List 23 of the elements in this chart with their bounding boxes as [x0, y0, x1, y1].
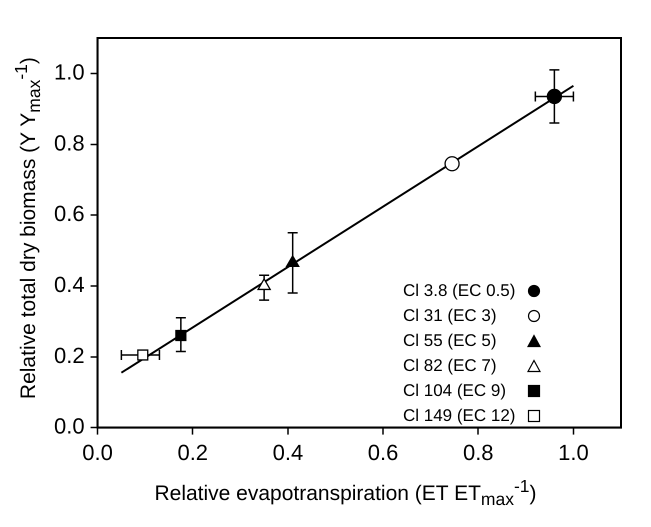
x-tick-label: 0.2 [177, 440, 208, 465]
legend-label: Cl 3.8 (EC 0.5) [403, 280, 516, 300]
x-axis-title: Relative evapotranspiration (ET ET$_{max}$$^{-1}$) [153, 476, 538, 510]
point [137, 349, 148, 361]
legend-label: Cl 31 (EC 3) [403, 306, 498, 326]
legend-label: Cl 104 (EC 9) [403, 380, 507, 400]
legend-label: Cl 82 (EC 7) [403, 356, 498, 376]
x-tick-label: 0.0 [82, 440, 113, 465]
point [546, 88, 562, 104]
point [175, 330, 186, 342]
legend-label: Cl 55 (EC 5) [403, 330, 498, 350]
y-tick-label: 1.0 [54, 59, 85, 84]
y-tick-label: 0.6 [54, 201, 85, 226]
x-tick-label: 0.6 [368, 440, 398, 465]
y-tick-label: 0.8 [54, 130, 85, 156]
y-tick-label: 0.0 [54, 414, 85, 439]
x-tick-label: 0.4 [272, 440, 304, 465]
x-tick-label: 1.0 [558, 440, 589, 465]
y-tick-label: 0.2 [54, 342, 85, 368]
point [444, 156, 460, 172]
x-tick-label: 0.8 [462, 440, 494, 465]
legend-label: Cl 149 (EC 12) [403, 406, 516, 426]
y-tick-label: 0.4 [54, 272, 85, 297]
